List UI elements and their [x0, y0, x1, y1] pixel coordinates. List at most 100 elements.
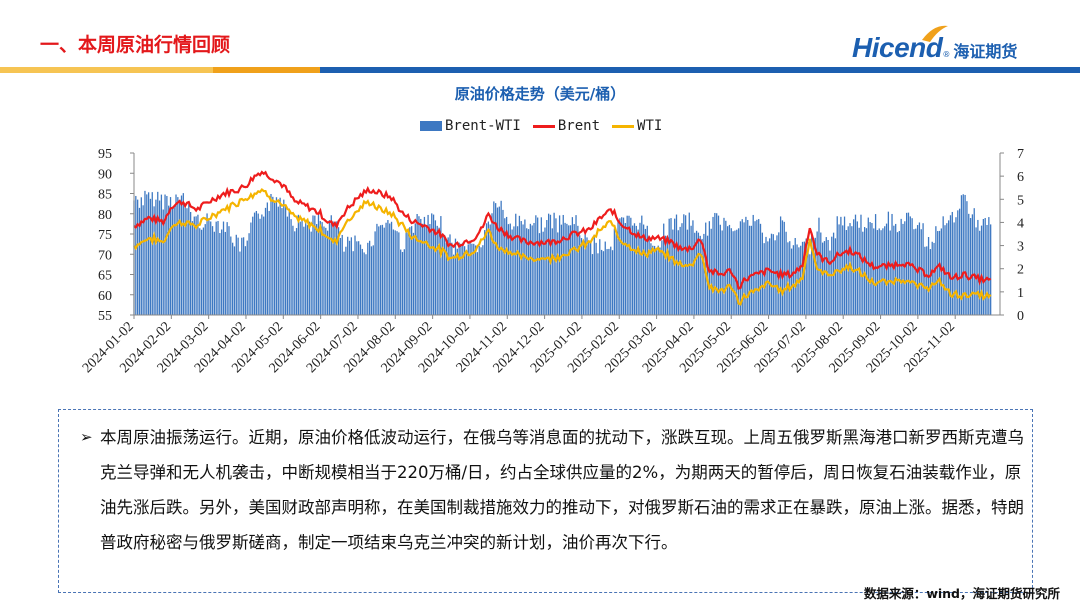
spread-bar: [147, 192, 150, 315]
spread-bar: [358, 241, 360, 315]
spread-bar: [911, 218, 913, 315]
spread-bar: [781, 220, 784, 315]
spread-bar: [442, 235, 444, 315]
spread-bar: [171, 208, 174, 315]
spread-bar: [849, 223, 851, 315]
spread-bar: [211, 226, 214, 315]
spread-bar: [513, 226, 515, 315]
spread-bar: [573, 224, 575, 315]
spread-bar: [303, 226, 305, 315]
spread-bar: [365, 254, 367, 315]
spread-bar: [244, 246, 247, 315]
spread-bar: [316, 224, 318, 315]
spread-bar: [310, 231, 312, 315]
legend-label-spread: Brent-WTI: [445, 118, 521, 134]
spread-bar: [557, 232, 559, 315]
spread-bar: [378, 226, 380, 315]
spread-bar: [274, 202, 276, 315]
spread-bar: [169, 197, 172, 315]
spread-bar: [460, 243, 462, 315]
spread-bar: [407, 230, 409, 315]
spread-bar: [410, 226, 413, 315]
spread-bar: [491, 213, 493, 315]
spread-bar: [385, 222, 387, 315]
spread-bar: [221, 229, 223, 315]
spread-bar: [560, 224, 563, 315]
spread-bar: [827, 239, 829, 315]
spread-bar: [281, 208, 283, 315]
spread-bar: [884, 226, 886, 315]
spread-bar: [255, 211, 258, 315]
spread-bar: [233, 246, 236, 315]
spread-bar: [962, 194, 964, 315]
spread-bar: [635, 225, 637, 315]
spread-bar: [845, 230, 848, 315]
spread-bar: [982, 218, 985, 315]
spread-bar: [394, 230, 396, 315]
spread-bar: [968, 213, 970, 315]
spread-bar: [747, 220, 749, 315]
spread-bar: [990, 224, 992, 315]
spread-bar: [294, 231, 296, 315]
spread-bar: [838, 224, 840, 315]
spread-bar: [401, 251, 404, 315]
spread-bar: [202, 227, 205, 315]
y-right-tick-label: 3: [1017, 240, 1024, 255]
spread-bar: [750, 225, 753, 315]
spread-bar: [505, 216, 508, 315]
spread-bar: [863, 227, 866, 315]
spread-bar: [794, 237, 796, 315]
spread-bar: [149, 198, 152, 315]
spread-bar: [951, 211, 953, 315]
spread-bar: [286, 216, 289, 315]
spread-bar: [527, 229, 530, 315]
spread-bar: [717, 215, 720, 315]
spread-bar: [425, 225, 427, 315]
spread-bar: [440, 216, 442, 315]
spread-bar: [692, 220, 694, 315]
spread-bar: [153, 206, 155, 315]
spread-bar: [758, 219, 760, 315]
spread-bar: [337, 227, 340, 315]
spread-bar: [200, 229, 203, 315]
spread-bar: [367, 242, 369, 315]
spread-bar: [893, 225, 895, 315]
spread-bar: [633, 223, 636, 315]
spread-bar: [356, 241, 358, 315]
spread-bar: [495, 203, 497, 315]
spread-bar: [668, 218, 670, 315]
spread-bar: [431, 213, 433, 315]
spread-bar: [889, 230, 891, 315]
spread-bar: [398, 232, 400, 315]
spread-bar: [332, 221, 334, 315]
spread-bar: [699, 235, 701, 315]
spread-bar: [549, 214, 552, 315]
spread-bar: [856, 221, 858, 315]
spread-bar: [376, 223, 378, 315]
logo-chinese: 海证期货: [953, 42, 1018, 61]
spread-bar: [931, 241, 933, 315]
spread-bar: [767, 241, 769, 315]
spread-bar: [641, 215, 643, 315]
spread-bar: [478, 246, 480, 315]
spread-bar: [522, 224, 524, 315]
spread-bar: [611, 250, 614, 315]
spread-bar: [414, 223, 416, 315]
spread-bar: [816, 231, 818, 315]
spread-bar: [902, 223, 904, 315]
spread-bar: [484, 230, 486, 315]
spread-bar: [418, 216, 420, 315]
spread-bar: [867, 217, 869, 315]
spread-bar: [694, 232, 696, 315]
spread-bar: [321, 222, 323, 315]
spread-bar: [949, 215, 952, 315]
spread-bar: [239, 251, 241, 315]
y-left-tick-label: 70: [98, 248, 112, 263]
spread-bar: [186, 208, 188, 315]
spread-bar: [853, 219, 855, 315]
spread-bar: [538, 233, 541, 315]
y-left-tick-label: 90: [98, 167, 112, 182]
y-right-tick-label: 2: [1017, 263, 1024, 278]
spread-bar: [137, 199, 139, 315]
spread-bar: [701, 238, 703, 315]
